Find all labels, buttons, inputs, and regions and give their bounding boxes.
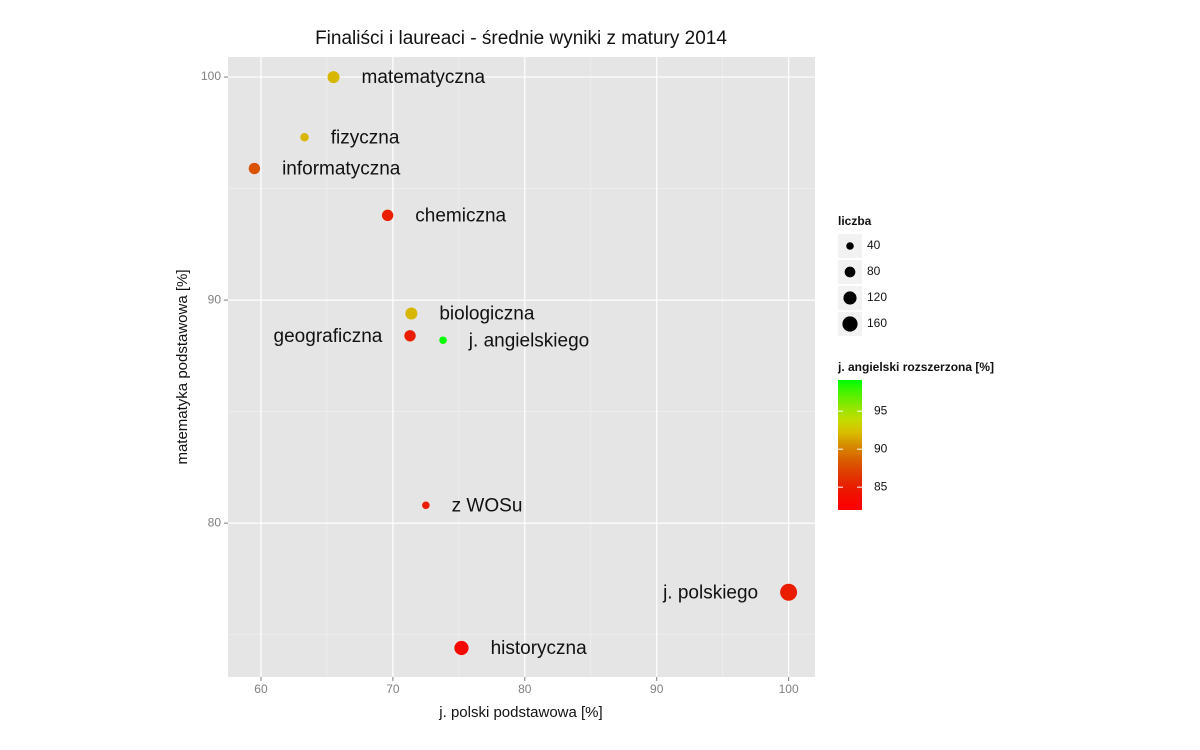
x-tick-label: 90 [650, 682, 664, 696]
y-axis-title: matematyka podstawowa [%] [174, 269, 191, 464]
point [780, 583, 798, 601]
point-label: matematyczna [362, 67, 486, 88]
x-tick-label: 60 [254, 682, 268, 696]
x-tick-label: 100 [779, 682, 799, 696]
legend-label: 95 [874, 403, 888, 417]
point [327, 71, 340, 84]
legend-size-point [843, 291, 857, 305]
point-label: historyczna [491, 638, 588, 659]
size-legend-title: liczba [838, 214, 872, 228]
point [381, 209, 394, 222]
x-tick-label: 70 [386, 682, 400, 696]
point [405, 307, 418, 320]
legend-label: 160 [867, 316, 887, 330]
legend-label: 90 [874, 441, 888, 455]
legend-size-point [842, 316, 858, 332]
point-label: j. polskiego [662, 582, 758, 603]
point-label: fizyczna [331, 127, 400, 148]
point-label: j. angielskiego [468, 330, 589, 351]
color-legend-title: j. angielski rozszerzona [%] [837, 360, 994, 374]
point [404, 330, 416, 342]
point [439, 336, 447, 345]
legend-label: 85 [874, 479, 888, 493]
x-axis-title: j. polski podstawowa [%] [438, 704, 602, 721]
legend-label: 80 [867, 264, 881, 278]
legend-label: 40 [867, 238, 881, 252]
y-tick-label: 90 [208, 292, 222, 306]
point [248, 162, 261, 175]
point [454, 640, 469, 656]
y-tick-label: 80 [208, 515, 222, 529]
legend-size-point [844, 266, 856, 278]
plot-panel [228, 57, 815, 677]
legend-label: 120 [867, 290, 887, 304]
x-tick-label: 80 [518, 682, 532, 696]
colorbar [838, 380, 862, 510]
point [422, 501, 430, 510]
y-tick-label: 100 [201, 69, 221, 83]
point-label: biologiczna [439, 303, 534, 324]
point-label: chemiczna [415, 205, 506, 226]
legend-size-point [846, 242, 854, 250]
point [300, 133, 309, 142]
point-label: z WOSu [452, 495, 523, 516]
point-label: informatyczna [282, 159, 401, 180]
chart-title: Finaliści i laureaci - średnie wyniki z … [315, 28, 727, 49]
point-label: geograficzna [274, 326, 383, 347]
